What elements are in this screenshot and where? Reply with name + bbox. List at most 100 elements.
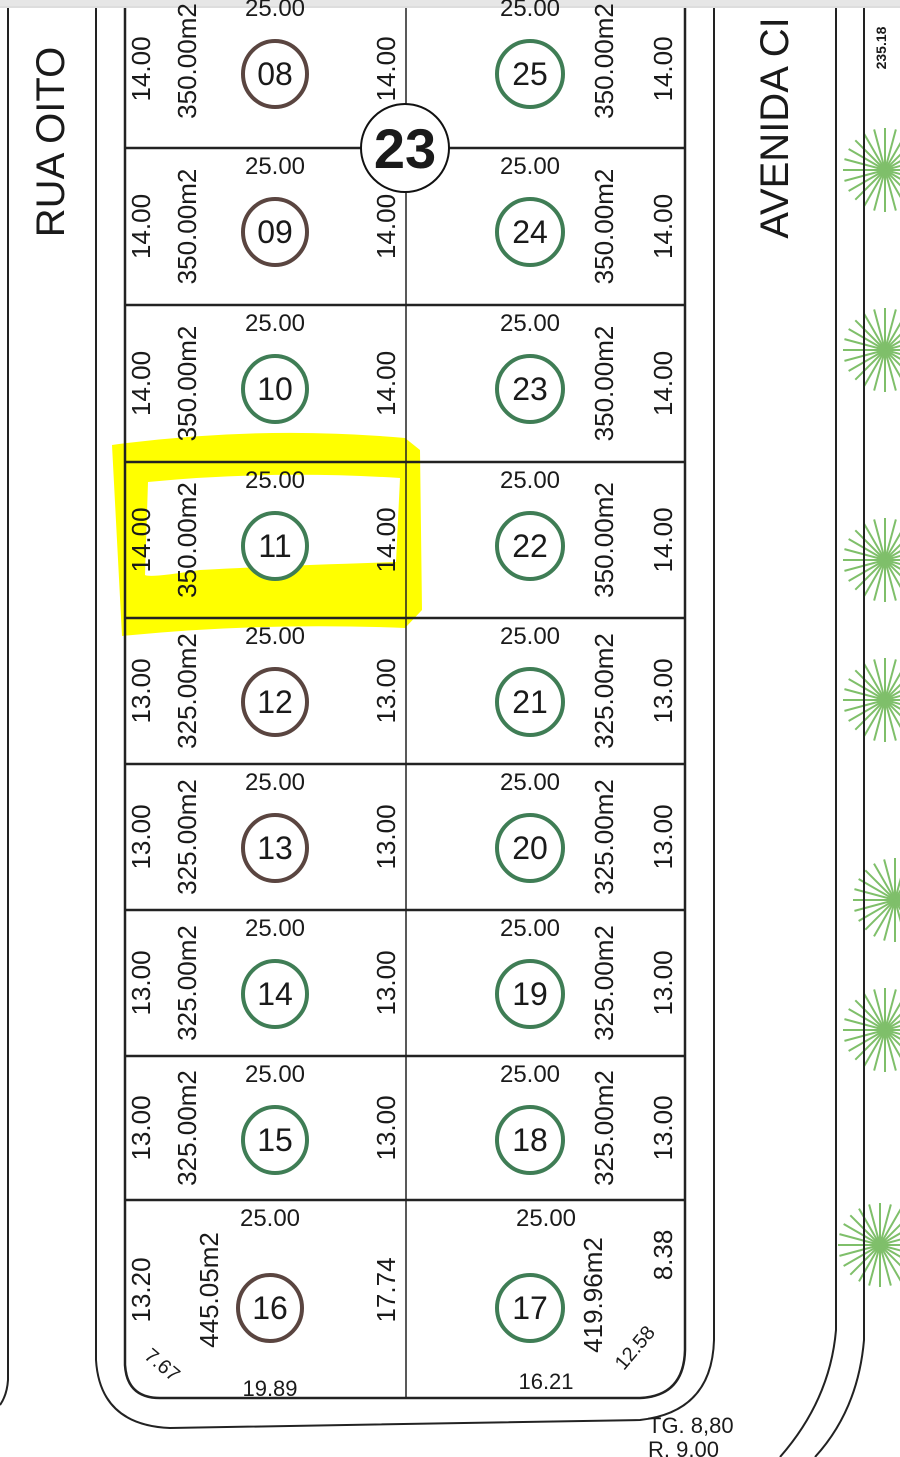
lot-right-dimension: 14.00 [648, 351, 678, 416]
lot-17[interactable]: 17 [495, 1273, 565, 1343]
lot-23[interactable]: 23 [495, 354, 565, 424]
lot-number-circle [495, 1273, 565, 1343]
curve-tangent: TG. 8,80 [648, 1413, 734, 1438]
tree-icon [843, 658, 900, 742]
lot-left-dimension: 14.00 [126, 36, 156, 101]
lot-08[interactable]: 08 [241, 39, 309, 109]
lot-front-dimension: 25.00 [245, 153, 305, 180]
lot-corner-dimension: 12.58 [611, 1322, 660, 1374]
lot-front-dimension: 25.00 [245, 0, 305, 22]
lot-area: 325.00m2 [589, 633, 619, 749]
lot-left-dimension: 13.00 [126, 950, 156, 1015]
lot-right-dimension: 14.00 [371, 507, 401, 572]
tree-icon [843, 518, 900, 602]
road-edge-right-inner [779, 8, 837, 1457]
lot-right-dimension: 13.00 [648, 804, 678, 869]
lot-number-circle [241, 39, 309, 109]
lot-number-circle [495, 511, 565, 581]
lot-right-dimension: 14.00 [648, 194, 678, 259]
lot-number-circle [495, 354, 565, 424]
street-label-right: AVENIDA CI [753, 17, 797, 239]
lot-area: 350.00m2 [172, 3, 202, 119]
lot-front-dimension: 25.00 [500, 623, 560, 650]
lot-number: 11 [258, 528, 291, 564]
lot-number-circle [495, 1105, 565, 1175]
lot-13[interactable]: 13 [241, 813, 309, 883]
road-edge-left [0, 8, 9, 1406]
lot-number-circle [495, 813, 565, 883]
lot-number-circle [241, 667, 309, 737]
lot-24[interactable]: 24 [495, 197, 565, 267]
lot-front-dimension: 25.00 [500, 467, 560, 494]
lot-number-circle [241, 959, 309, 1029]
lot-right-dimension: 13.00 [371, 658, 401, 723]
lot-left-dimension: 14.00 [126, 351, 156, 416]
lot-area: 350.00m2 [172, 482, 202, 598]
lot-front-dimension: 25.00 [245, 310, 305, 337]
lot-left-dimension: 13.00 [126, 658, 156, 723]
block-number: 23 [374, 117, 436, 180]
lot-area: 325.00m2 [172, 925, 202, 1041]
street-label-left: RUA OITO [29, 47, 73, 237]
lot-number-circle [495, 667, 565, 737]
top-edge [0, 0, 900, 6]
lot-number-circle [241, 197, 309, 267]
lot-number: 23 [512, 371, 548, 407]
lot-09[interactable]: 09 [241, 197, 309, 267]
lot-right-dimension: 13.00 [371, 1095, 401, 1160]
tree-icon [838, 1203, 900, 1287]
lot-front-dimension: 25.00 [240, 1205, 300, 1232]
lot-number-circle [495, 197, 565, 267]
lot-front-dimension: 25.00 [500, 915, 560, 942]
lot-right-dimension: 13.00 [648, 950, 678, 1015]
lot-19[interactable]: 19 [495, 959, 565, 1029]
lot-front-dimension: 25.00 [245, 769, 305, 796]
lot-number: 21 [512, 684, 548, 720]
lot-number: 10 [257, 371, 293, 407]
lot-front-dimension: 25.00 [500, 310, 560, 337]
lot-front-dimension: 25.00 [500, 769, 560, 796]
lot-right-dimension: 8.38 [648, 1230, 678, 1281]
lot-right-dimension: 14.00 [371, 351, 401, 416]
lot-area: 350.00m2 [172, 169, 202, 285]
lot-right-dimension: 13.00 [648, 1095, 678, 1160]
lot-area: 325.00m2 [589, 1070, 619, 1186]
road-lines [0, 8, 865, 1457]
lot-number-circle [495, 959, 565, 1029]
lot-number: 19 [512, 976, 548, 1012]
lot-area: 445.05m2 [194, 1232, 224, 1348]
block-outer-curb [95, 8, 715, 1430]
trees [838, 128, 900, 1287]
lot-20[interactable]: 20 [495, 813, 565, 883]
lot-18[interactable]: 18 [495, 1105, 565, 1175]
lot-right-dimension: 17.74 [371, 1257, 401, 1322]
lot-front-dimension: 25.00 [500, 0, 560, 22]
lot-10[interactable]: 10 [241, 354, 309, 424]
lot-number-circle [241, 813, 309, 883]
lot-front-dimension: 25.00 [245, 467, 305, 494]
lot-front-dimension: 25.00 [245, 915, 305, 942]
lot-back-dimension: 16.21 [518, 1369, 573, 1394]
lot-15[interactable]: 15 [241, 1105, 309, 1175]
lot-number-circle [236, 1273, 304, 1343]
block-number-badge: 23 [360, 103, 450, 193]
lot-21[interactable]: 21 [495, 667, 565, 737]
lot-22[interactable]: 22 [495, 511, 565, 581]
tree-icon [843, 308, 900, 392]
lot-front-dimension: 25.00 [500, 153, 560, 180]
lot-number-circle [241, 354, 309, 424]
road-edge-right-outer [814, 8, 865, 1457]
lot-area: 350.00m2 [589, 482, 619, 598]
lot-left-dimension: 13.00 [126, 1095, 156, 1160]
lot-14[interactable]: 14 [241, 959, 309, 1029]
lot-16[interactable]: 16 [236, 1273, 304, 1343]
lot-number-circle [241, 1105, 309, 1175]
curve-radius: R. 9,00 [648, 1437, 719, 1457]
lot-front-dimension: 25.00 [245, 1061, 305, 1088]
lot-12[interactable]: 12 [241, 667, 309, 737]
lot-11[interactable]: 11 [241, 511, 309, 581]
lot-25[interactable]: 25 [495, 39, 565, 109]
side-dimension: 235.18 [873, 26, 889, 69]
lot-number: 13 [257, 830, 293, 866]
